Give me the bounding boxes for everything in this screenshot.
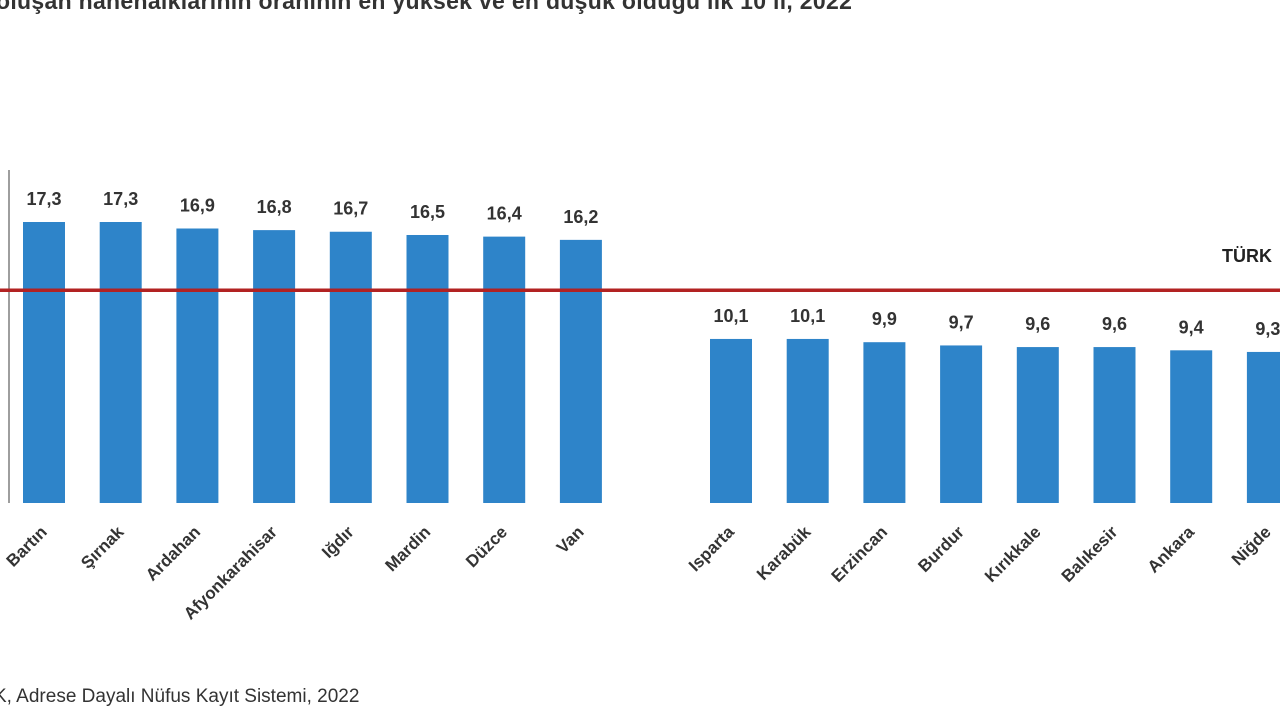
value-label: 16,2: [563, 207, 598, 227]
category-label: Şırnak: [77, 522, 128, 573]
value-label: 17,3: [103, 189, 138, 209]
bar-erzincan: [863, 342, 906, 503]
bar-bart-n: [23, 222, 65, 503]
category-label: Kırıkkale: [981, 522, 1045, 586]
category-label: Mardin: [381, 522, 434, 575]
value-label: 10,1: [713, 306, 748, 326]
category-label: Ankara: [1144, 522, 1199, 577]
bar--rnak: [99, 222, 142, 503]
category-label: Erzincan: [828, 522, 892, 586]
value-label: 16,7: [333, 199, 368, 219]
value-label: 9,4: [1179, 317, 1204, 337]
category-label: Burdur: [914, 522, 968, 576]
value-label: 9,6: [1102, 314, 1127, 334]
bar-ankara: [1170, 350, 1213, 503]
value-label: 16,5: [410, 202, 445, 222]
value-label: 9,3: [1255, 319, 1280, 339]
category-label: Ardahan: [142, 522, 204, 584]
category-label: Balıkesir: [1058, 522, 1122, 586]
bar-isparta: [710, 338, 752, 503]
value-label: 9,6: [1025, 314, 1050, 334]
value-labels-layer: 17,3 17,3 16,9 16,8 16,7 16,5 16,4 16,2 10,1 10,1…: [26, 189, 1280, 339]
bar-burdur: [940, 345, 983, 503]
value-label: 16,8: [257, 197, 292, 217]
bar-van: [559, 239, 602, 503]
bar-k-r-kkale: [1016, 347, 1059, 503]
category-label: Karabük: [753, 522, 815, 584]
bar-i-d-r: [329, 231, 372, 503]
bar-d-zce: [483, 236, 526, 503]
bar-ardahan: [176, 228, 219, 503]
value-label: 16,4: [487, 204, 522, 224]
value-label: 10,1: [790, 306, 825, 326]
category-label: Niğde: [1228, 522, 1275, 569]
category-label: Düzce: [462, 522, 511, 571]
turkey-average-label: TÜRK: [1222, 246, 1272, 266]
bar-ni-de: [1246, 351, 1280, 503]
value-label: 17,3: [26, 189, 61, 209]
chart-title: oluşan hanehalklarının oranının en yükse…: [0, 0, 853, 14]
category-label: Van: [553, 522, 588, 557]
value-label: 16,9: [180, 195, 215, 215]
value-label: 9,9: [872, 309, 897, 329]
category-label: Bartın: [3, 522, 51, 570]
bar-mardin: [406, 234, 449, 504]
bar-afyonkarahisar: [253, 230, 296, 503]
category-label: Isparta: [685, 522, 738, 575]
source-note: K, Adrese Dayalı Nüfus Kayıt Sistemi, 20…: [0, 686, 360, 707]
bar-karab-k: [786, 338, 829, 503]
value-label: 9,7: [949, 312, 974, 332]
bars-layer: [23, 222, 1280, 504]
bar-bal-kesir: [1093, 347, 1136, 503]
category-label: Iğdır: [318, 522, 358, 562]
